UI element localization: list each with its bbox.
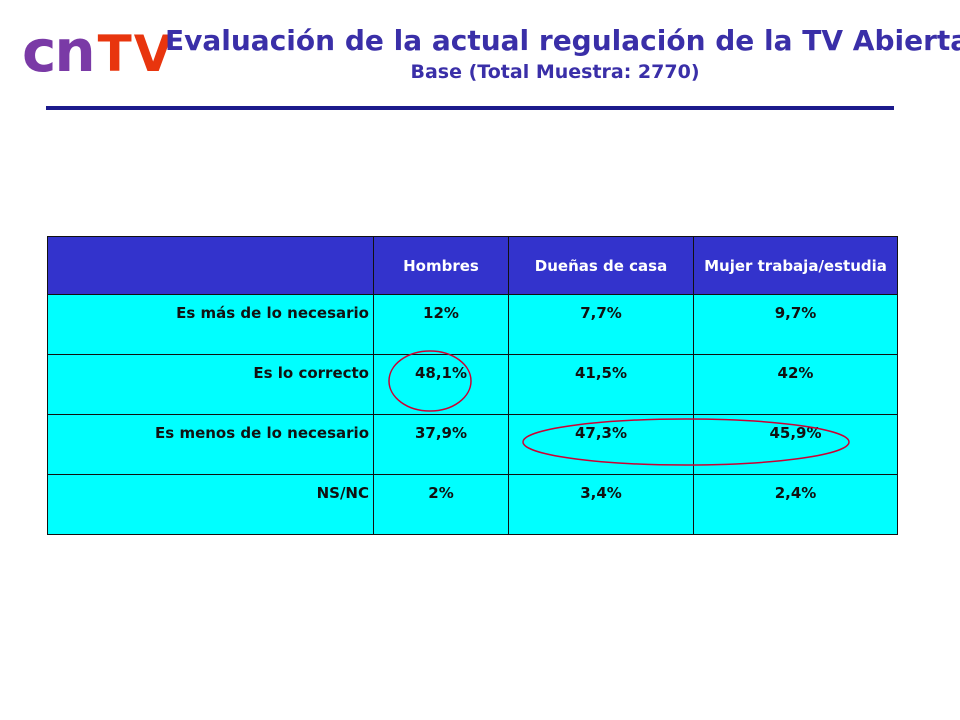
page-title: Evaluación de la actual regulación de la… [165,24,960,57]
table-row: NS/NC 2% 3,4% 2,4% [47,474,898,535]
table-row: Es lo correcto 48,1% 41,5% 42% [47,354,898,415]
cell-value: 12% [373,294,509,355]
row-label: Es más de lo necesario [47,294,374,355]
header-cell-empty [47,236,374,295]
cell-value: 2% [373,474,509,535]
row-label: Es menos de lo necesario [47,414,374,475]
page-subtitle: Base (Total Muestra: 2770) [410,61,700,83]
title-divider [46,106,894,110]
logo-tv-text: TV [97,25,175,83]
table-row: Es menos de lo necesario 37,9% 47,3% 45,… [47,414,898,475]
cell-value: 47,3% [508,414,694,475]
cntv-logo: cn TV [22,22,174,82]
cell-value: 3,4% [508,474,694,535]
results-table: Hombres Dueñas de casa Mujer trabaja/est… [47,236,898,535]
header-cell-hombres: Hombres [373,236,509,295]
cell-value: 2,4% [693,474,898,535]
row-label: NS/NC [47,474,374,535]
table-row: Es más de lo necesario 12% 7,7% 9,7% [47,294,898,355]
header-cell-duenas-de-casa: Dueñas de casa [508,236,694,295]
cell-value: 7,7% [508,294,694,355]
cell-value: 9,7% [693,294,898,355]
cell-value: 37,9% [373,414,509,475]
cell-value: 42% [693,354,898,415]
cell-value: 48,1% [373,354,509,415]
header-cell-mujer-trabaja-estudia: Mujer trabaja/estudia [693,236,898,295]
row-label: Es lo correcto [47,354,374,415]
table-header-row: Hombres Dueñas de casa Mujer trabaja/est… [47,236,898,295]
logo-cn-text: cn [22,17,96,85]
cell-value: 41,5% [508,354,694,415]
cell-value: 45,9% [693,414,898,475]
